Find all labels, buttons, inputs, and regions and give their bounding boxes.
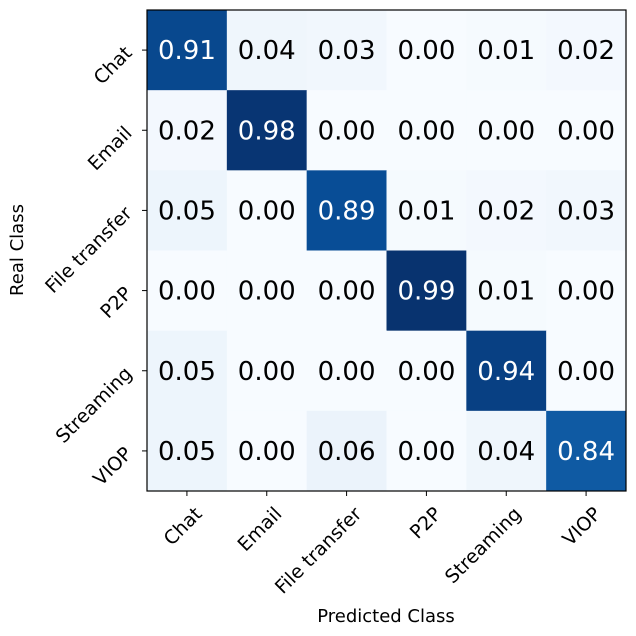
x-tick-label: Chat — [160, 503, 207, 550]
cell-value-label: 0.00 — [557, 277, 615, 307]
cell-value-label: 0.00 — [238, 357, 296, 387]
cell-value-label: 0.91 — [158, 36, 216, 66]
cell-value-label: 0.02 — [158, 116, 216, 146]
heatmap-cell — [147, 90, 228, 171]
heatmap-cell — [466, 90, 547, 171]
heatmap-cell — [226, 330, 308, 412]
cell-value-label: 0.02 — [477, 196, 535, 226]
heatmap-cell — [306, 10, 387, 91]
cell-value-label: 0.00 — [318, 357, 376, 387]
heatmap-cell — [306, 410, 387, 492]
cell-value-label: 0.05 — [158, 196, 216, 226]
plot-frame — [146, 9, 627, 492]
cell-value-label: 0.99 — [397, 277, 455, 307]
y-tick-label: VIOP — [89, 443, 136, 490]
cell-value-label: 0.00 — [238, 437, 296, 467]
heatmap-cell — [386, 170, 467, 251]
heatmap-cell — [306, 170, 387, 251]
cell-value-label: 0.04 — [238, 36, 296, 66]
cell-value-label: 0.02 — [557, 36, 615, 66]
heatmap-cell — [147, 170, 228, 251]
heatmap-cell — [147, 410, 228, 492]
y-tick-label: File transfer — [41, 202, 136, 297]
cell-value-label: 0.01 — [397, 196, 455, 226]
cell-value-label: 0.00 — [318, 277, 376, 307]
cell-value-label: 0.00 — [238, 277, 296, 307]
heatmap-cell — [386, 330, 467, 412]
cell-value-label: 0.00 — [158, 277, 216, 307]
y-tick-label: Email — [84, 122, 137, 175]
heatmap-cell — [546, 10, 627, 91]
cell-value-label: 0.00 — [557, 116, 615, 146]
heatmap-cell — [546, 90, 627, 171]
heatmap-cell — [306, 250, 387, 332]
cell-value-label: 0.89 — [318, 196, 376, 226]
heatmap-cell — [546, 330, 627, 412]
cell-value-label: 0.01 — [477, 36, 535, 66]
heatmap-cell — [306, 330, 387, 412]
cell-value-label: 0.00 — [318, 116, 376, 146]
heatmap-cell — [226, 90, 308, 171]
x-tick-label: P2P — [406, 503, 446, 543]
cell-value-label: 0.00 — [397, 116, 455, 146]
heatmap-cell — [546, 250, 627, 332]
heatmap-cell — [546, 410, 627, 492]
cell-value-label: 0.04 — [477, 437, 535, 467]
heatmap-cell — [147, 250, 228, 332]
heatmap-cell — [546, 170, 627, 251]
heatmap-cell-labels: 0.91 0.04 0.03 0.00 0.01 0.02 0.02 0.98 0.00 0.00… — [158, 36, 615, 467]
cell-value-label: 0.00 — [477, 116, 535, 146]
heatmap-cells — [147, 10, 627, 492]
cell-value-label: 0.03 — [318, 36, 376, 66]
heatmap-cell — [466, 330, 547, 412]
cell-value-label: 0.05 — [158, 357, 216, 387]
cell-value-label: 0.06 — [318, 437, 376, 467]
heatmap-cell — [466, 10, 547, 91]
cell-value-label: 0.00 — [557, 357, 615, 387]
cell-value-label: 0.00 — [397, 36, 455, 66]
x-axis-title: Predicted Class — [317, 606, 455, 627]
heatmap-cell — [226, 250, 308, 332]
x-tick-label: VIOP — [558, 503, 605, 550]
heatmap-cell — [466, 410, 547, 492]
x-tick-label: File transfer — [271, 503, 366, 598]
x-tick-label: Email — [234, 503, 287, 556]
heatmap-cell — [466, 170, 547, 251]
heatmap-cell — [226, 170, 308, 251]
cell-value-label: 0.84 — [557, 437, 615, 467]
cell-value-label: 0.00 — [397, 437, 455, 467]
cell-value-label: 0.00 — [238, 196, 296, 226]
y-tick-label: P2P — [96, 283, 136, 323]
cell-value-label: 0.03 — [557, 196, 615, 226]
heatmap-cell — [386, 90, 467, 171]
heatmap-cell — [226, 10, 308, 91]
cell-value-label: 0.05 — [158, 437, 216, 467]
cell-value-label: 0.01 — [477, 277, 535, 307]
cell-value-label: 0.00 — [397, 357, 455, 387]
y-tick-label: Chat — [90, 42, 137, 89]
cell-value-label: 0.98 — [238, 116, 296, 146]
heatmap-cell — [147, 330, 228, 412]
x-tick-label: Streaming — [441, 503, 526, 588]
cell-value-label: 0.94 — [477, 357, 535, 387]
heatmap-cell — [306, 90, 387, 171]
heatmap-cell — [226, 410, 308, 492]
heatmap-cell — [147, 10, 228, 91]
y-axis-title: Real Class — [7, 204, 28, 296]
heatmap-cell — [386, 410, 467, 492]
heatmap-cell — [386, 250, 467, 332]
y-tick-label: Streaming — [52, 363, 137, 448]
heatmap-cell — [386, 10, 467, 91]
heatmap-cell — [466, 250, 547, 332]
